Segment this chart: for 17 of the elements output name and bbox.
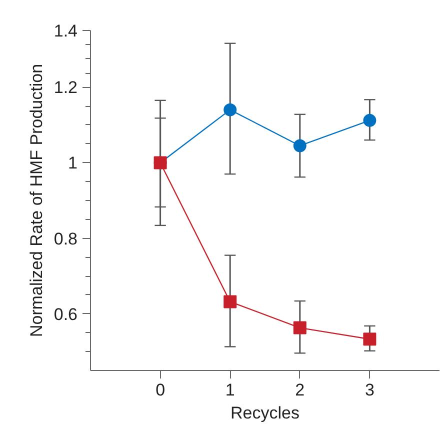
point bbox=[224, 103, 237, 116]
point bbox=[224, 295, 237, 308]
x-axis-title: Recycles bbox=[230, 404, 300, 422]
point bbox=[363, 114, 376, 127]
point bbox=[293, 321, 306, 334]
y-tick-label: 1.2 bbox=[54, 78, 78, 98]
y-tick-label: 0.6 bbox=[54, 304, 78, 324]
y-tick-label: 1.4 bbox=[54, 22, 78, 40]
y-tick-label: 1 bbox=[68, 154, 78, 173]
point bbox=[293, 139, 306, 152]
x-tick-label: 2 bbox=[295, 380, 305, 400]
point bbox=[363, 332, 376, 346]
y-tick-label: 0.8 bbox=[54, 229, 78, 248]
y-axis-title: Normalized Rate of HMF Production bbox=[26, 64, 46, 338]
x-tick-label: 1 bbox=[225, 380, 235, 400]
x-tick-label: 0 bbox=[156, 380, 166, 400]
x-tick-label: 3 bbox=[364, 380, 374, 400]
